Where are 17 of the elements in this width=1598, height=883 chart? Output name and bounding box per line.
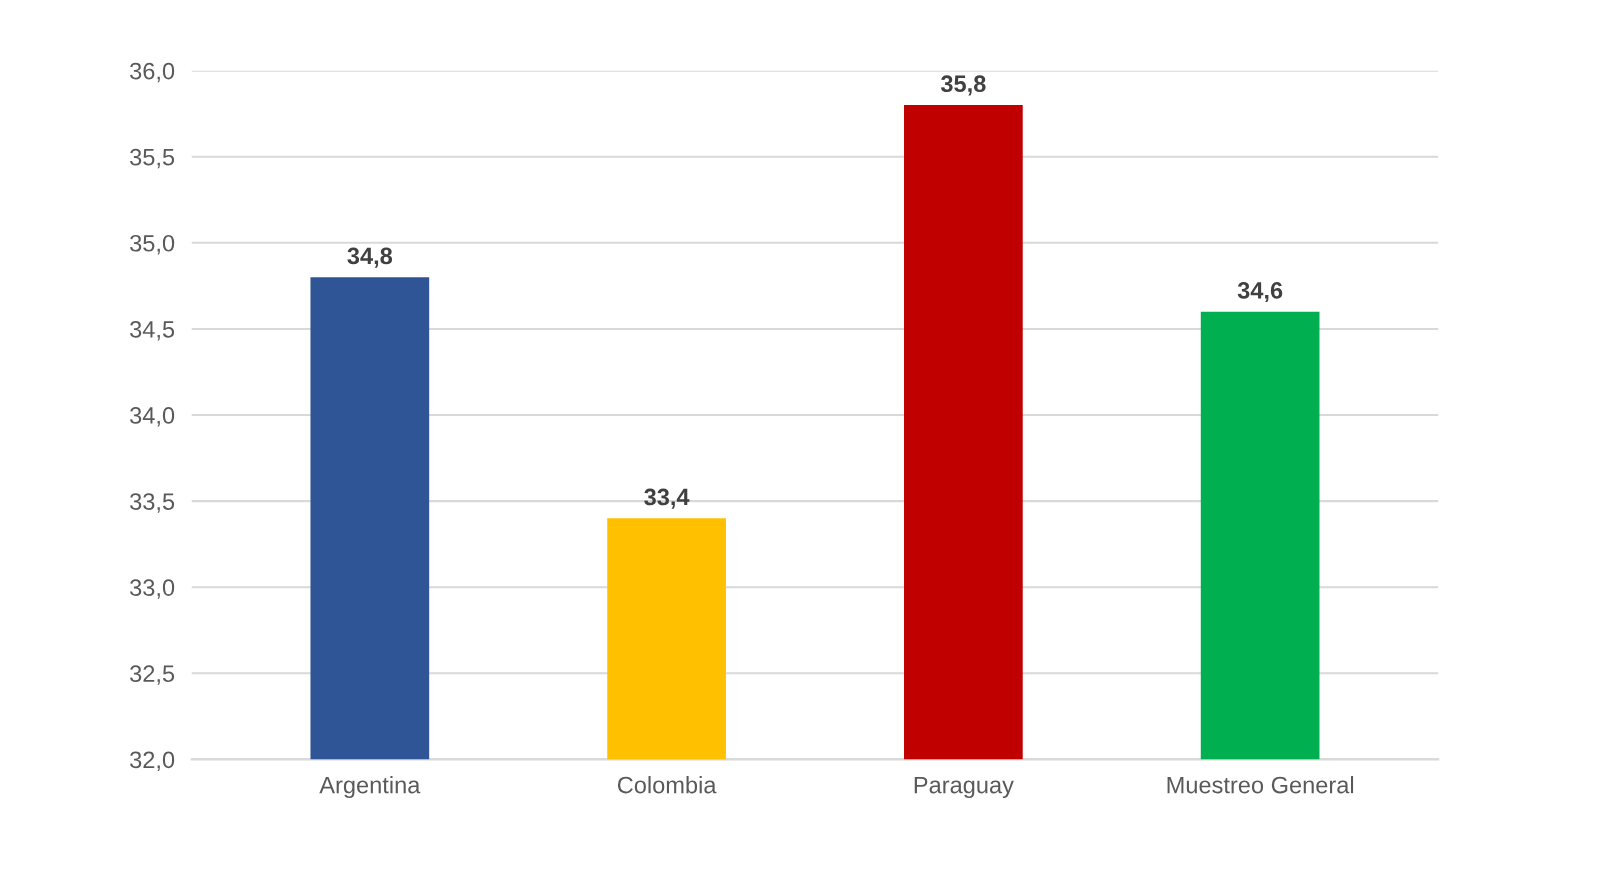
- y-tick-label: 32,0: [130, 751, 175, 771]
- y-tick-label: 32,5: [130, 665, 175, 685]
- y-tick-label: 33,5: [130, 493, 175, 513]
- y-tick-label: 36,0: [130, 62, 175, 83]
- y-tick-label: 35,5: [130, 148, 175, 169]
- x-tick-label: Paraguay: [914, 776, 1014, 799]
- y-tick-label: 33,0: [130, 579, 175, 599]
- data-label: 35,8: [940, 75, 986, 96]
- y-tick-label: 35,0: [130, 234, 175, 255]
- data-label: 34,6: [1237, 281, 1283, 303]
- x-tick-label: Colombia: [617, 776, 717, 794]
- x-tick-label: Argentina: [319, 776, 421, 799]
- y-tick-label: 34,0: [130, 407, 175, 427]
- data-label: 34,8: [347, 247, 393, 268]
- x-tick-label: Muestreo General: [1167, 776, 1354, 794]
- y-tick-label: 34,5: [130, 320, 175, 341]
- data-label: 33,4: [644, 488, 690, 509]
